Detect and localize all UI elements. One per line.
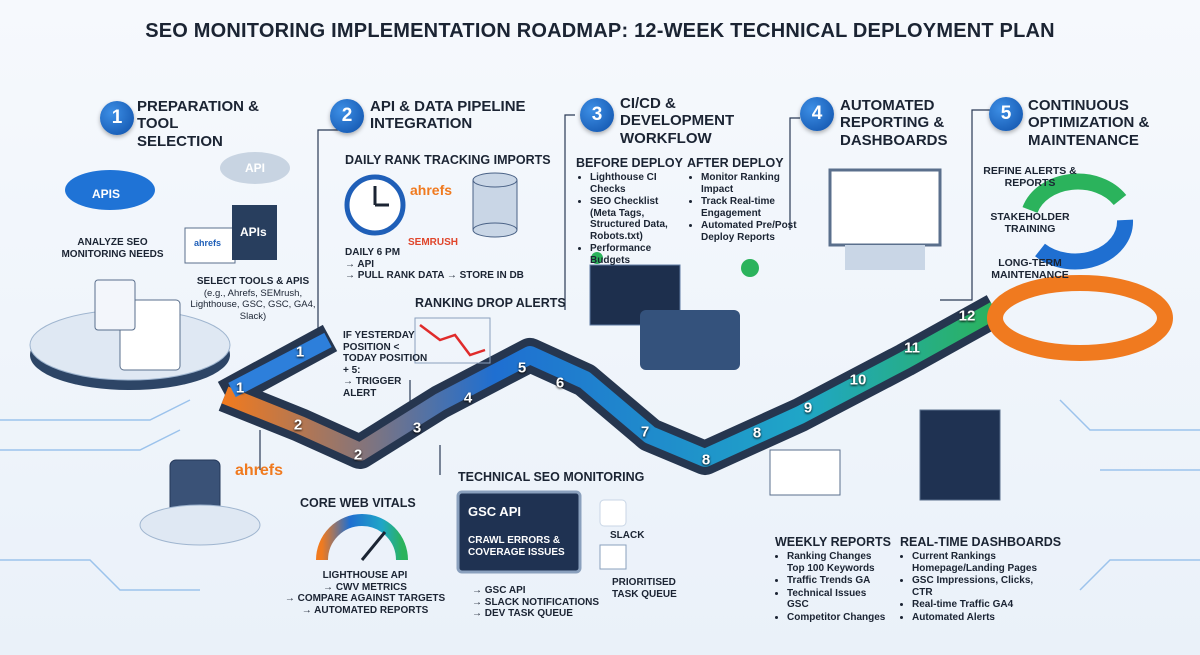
label: PRIORITISED TASK QUEUE — [612, 577, 677, 600]
brand: ahrefs — [235, 462, 284, 479]
week-label: 6 — [555, 374, 565, 392]
list: Ranking Changes Top 100 KeywordsTraffic … — [775, 551, 890, 623]
note: SELECT TOOLS & APIs — [196, 276, 310, 287]
list: Monitor Ranking ImpactTrack Real-time En… — [689, 172, 799, 243]
text-block: → GSC API → SLACK NOTIFICATIONS → DEV TASK… — [472, 585, 599, 620]
brand: SEMRUSH — [408, 237, 459, 248]
week-label: 3 — [412, 419, 422, 437]
icon-label: APIs — [92, 187, 121, 201]
line: IF YESTERDAY POSITION < TODAY POSITION +… — [343, 330, 428, 376]
line: → TRIGGER ALERT — [343, 376, 402, 399]
screen-text: CRAWL ERRORS & COVERAGE ISSUES — [468, 535, 565, 558]
line: → AUTOMATED REPORTS — [301, 604, 429, 616]
phase-title: CI/CD & DEVELOPMENT WORKFLOW — [620, 95, 735, 147]
bullet: Monitor Ranking Impact — [701, 172, 799, 195]
bullet: Technical Issues GSC — [787, 588, 890, 611]
week-label: 2 — [353, 446, 363, 464]
week-label: 10 — [849, 371, 867, 389]
list: Lighthouse CI ChecksSEO Checklist (Meta … — [578, 172, 683, 266]
week-label: 7 — [640, 423, 650, 441]
bullet-list: Monitor Ranking ImpactTrack Real-time En… — [689, 172, 799, 244]
title: SEO MONITORING IMPLEMENTATION ROADMAP: 1… — [145, 20, 1055, 42]
week-label: 4 — [463, 389, 473, 407]
week-label: 5 — [517, 359, 527, 377]
heading: REAL-TIME DASHBOARDS — [900, 535, 1062, 549]
phase-title: API & DATA PIPELINE INTEGRATION — [370, 98, 526, 133]
text-block: DAILY 6 PM → API → PULL RANK DATA → STORE … — [345, 247, 524, 282]
line: → API — [345, 258, 375, 270]
phase-title: CONTINUOUS OPTIMIZATION & MAINTENANCE — [1028, 97, 1150, 149]
brand: ahrefs — [410, 182, 453, 198]
week-label: 8 — [752, 424, 762, 442]
item: STAKEHOLDER TRAINING — [990, 211, 1070, 236]
line: LIGHTHOUSE API — [322, 570, 408, 581]
bullet: Traffic Trends GA — [787, 575, 890, 587]
list: Current Rankings Homepage/Landing PagesG… — [900, 551, 1040, 623]
heading: WEEKLY REPORTS — [775, 535, 891, 549]
item-list: REFINE ALERTS & REPORTS STAKEHOLDER TRAIN… — [970, 165, 1090, 303]
week-label: 1 — [235, 379, 245, 397]
bullet-list: Ranking Changes Top 100 KeywordsTraffic … — [775, 551, 890, 624]
icon-label: APIs — [240, 225, 267, 239]
bullet: Ranking Changes Top 100 Keywords — [787, 551, 890, 574]
week-label: 11 — [904, 339, 920, 357]
bullet: Real-time Traffic GA4 — [912, 599, 1040, 611]
bullet: Automated Alerts — [912, 612, 1040, 624]
phase-number: 1 — [100, 101, 134, 135]
line: → SLACK NOTIFICATIONS — [472, 596, 600, 608]
line: → PULL RANK DATA → STORE IN DB — [345, 270, 524, 281]
bullet: Automated Pre/Post Deploy Reports — [701, 220, 799, 243]
bullet-list: Current Rankings Homepage/Landing PagesG… — [900, 551, 1040, 624]
week-label: 12 — [958, 307, 976, 325]
phase-title: AUTOMATED REPORTING & DASHBOARDS — [840, 97, 948, 149]
label: SLACK — [610, 530, 645, 541]
icon-label: ahrefs — [194, 238, 222, 248]
bullet-list: Lighthouse CI ChecksSEO Checklist (Meta … — [578, 172, 683, 267]
note: SELECT TOOLS & APIs (e.g., Ahrefs, SEMrus… — [188, 276, 318, 323]
heading: BEFORE DEPLOY — [576, 156, 683, 170]
text-block: IF YESTERDAY POSITION < TODAY POSITION +… — [343, 330, 428, 399]
heading: CORE WEB VITALS — [300, 496, 416, 510]
phase-title: PREPARATION & TOOL SELECTION — [137, 98, 259, 150]
phase-number: 3 — [580, 98, 614, 132]
heading: TECHNICAL SEO MONITORING — [458, 470, 645, 484]
week-label: 1 — [295, 343, 305, 361]
bullet: GSC Impressions, Clicks, CTR — [912, 575, 1040, 598]
line: → CWV METRICS — [323, 581, 407, 593]
bullet: Current Rankings Homepage/Landing Pages — [912, 551, 1040, 574]
bullet: Performance Budgets — [590, 243, 683, 266]
screen-title: GSC API — [468, 504, 521, 519]
bullet: SEO Checklist (Meta Tags, Structured Dat… — [590, 196, 683, 242]
text-block: LIGHTHOUSE API → CWV METRICS → COMPARE AGA… — [270, 570, 460, 616]
line: → DEV TASK QUEUE — [472, 608, 573, 619]
phase-number: 2 — [330, 99, 364, 133]
heading: AFTER DEPLOY — [687, 156, 784, 170]
week-label: 8 — [701, 451, 711, 469]
line: → COMPARE AGAINST TARGETS — [284, 593, 446, 604]
item: LONG-TERM MAINTENANCE — [991, 257, 1069, 282]
icon-label: API — [245, 161, 266, 175]
bullet: Competitor Changes — [787, 612, 890, 624]
note: (e.g., Ahrefs, SEMrush, Lighthouse, GSC,… — [190, 287, 316, 323]
bullet: Track Real-time Engagement — [701, 196, 799, 219]
bullet: Lighthouse CI Checks — [590, 172, 683, 195]
phase-number: 4 — [800, 97, 834, 131]
line: DAILY 6 PM — [345, 247, 401, 258]
week-label: 9 — [803, 399, 813, 417]
item: REFINE ALERTS & REPORTS — [983, 165, 1077, 190]
heading: DAILY RANK TRACKING IMPORTS — [345, 153, 551, 167]
phase-number: 5 — [989, 97, 1023, 131]
note: ANALYZE SEO MONITORING NEEDS — [61, 237, 164, 260]
week-label: 2 — [293, 416, 303, 434]
heading: RANKING DROP ALERTS — [415, 296, 566, 310]
line: → GSC API — [472, 585, 526, 596]
